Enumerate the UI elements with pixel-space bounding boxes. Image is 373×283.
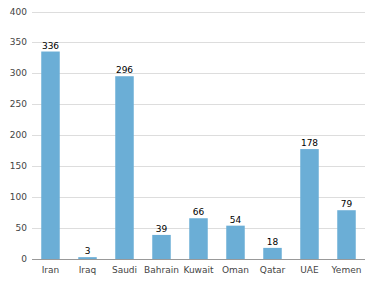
y-tick-label: 300: [10, 68, 27, 78]
data-label: 54: [230, 215, 242, 225]
data-label: 66: [193, 207, 205, 217]
y-tick-label: 50: [16, 223, 28, 233]
bar: [189, 218, 208, 259]
page: {"chart_data": {"type": "bar", "categori…: [0, 0, 373, 283]
bar: [263, 248, 282, 259]
x-tick-label: Bahrain: [144, 265, 179, 275]
y-tick-label: 200: [10, 130, 27, 140]
data-labels: 336 3 296 39 66 54 18 178 79: [42, 41, 353, 257]
data-label: 39: [156, 224, 168, 234]
bars: [41, 52, 356, 259]
bar: [226, 226, 245, 259]
y-grid: [32, 12, 365, 259]
x-tick-label: Iraq: [79, 265, 97, 275]
y-tick-label: 100: [10, 192, 27, 202]
data-label: 18: [267, 237, 279, 247]
y-tick-label: 0: [21, 254, 27, 264]
y-tick-label: 400: [10, 7, 27, 17]
grid-line: [32, 42, 365, 43]
chart-container: 0 50 100 150 200 250 300 350 400 Iran Iraq Saudi Bah…: [0, 0, 373, 283]
bar: [41, 52, 60, 259]
x-tick-label: Oman: [222, 265, 249, 275]
x-tick-label: Qatar: [260, 265, 286, 275]
x-tick-label: Iran: [42, 265, 60, 275]
x-axis-line: [32, 259, 365, 260]
x-axis: Iran Iraq Saudi Bahrain Kuwait Oman Qatar UAE Ye…: [42, 265, 362, 275]
grid-line: [32, 12, 365, 13]
bar: [337, 210, 356, 259]
y-tick-label: 250: [10, 99, 27, 109]
grid-line: [32, 104, 365, 105]
bar: [152, 235, 171, 259]
x-tick-label: Saudi: [112, 265, 137, 275]
data-label: 336: [42, 41, 59, 51]
data-label: 296: [116, 65, 133, 75]
data-label: 178: [301, 138, 318, 148]
grid-line: [32, 135, 365, 136]
x-tick-label: UAE: [300, 265, 319, 275]
x-tick-label: Kuwait: [183, 265, 214, 275]
grid-line: [32, 73, 365, 74]
x-tick-label: Yemen: [331, 265, 362, 275]
y-tick-label: 150: [10, 161, 27, 171]
bar: [300, 149, 319, 259]
data-label: 79: [341, 199, 353, 209]
y-tick-label: 350: [10, 37, 27, 47]
y-axis: 0 50 100 150 200 250 300 350 400: [10, 7, 27, 264]
chart-svg: 0 50 100 150 200 250 300 350 400 Iran Iraq Saudi Bah…: [0, 0, 373, 283]
data-label: 3: [85, 246, 91, 256]
bar: [115, 76, 134, 259]
grid-line: [32, 259, 365, 260]
